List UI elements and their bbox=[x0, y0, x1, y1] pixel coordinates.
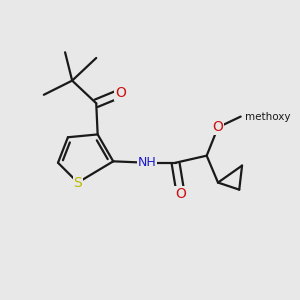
Text: O: O bbox=[213, 120, 224, 134]
Text: S: S bbox=[74, 176, 82, 190]
Text: O: O bbox=[175, 187, 186, 201]
Text: NH: NH bbox=[138, 156, 157, 169]
Text: methoxy: methoxy bbox=[245, 112, 290, 122]
Text: O: O bbox=[115, 86, 126, 100]
